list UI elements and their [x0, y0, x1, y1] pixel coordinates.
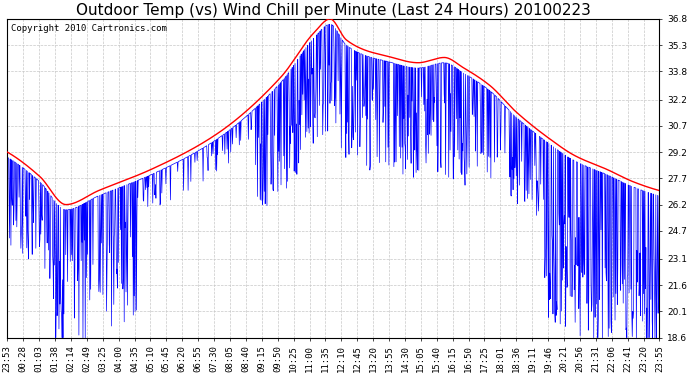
Title: Outdoor Temp (vs) Wind Chill per Minute (Last 24 Hours) 20100223: Outdoor Temp (vs) Wind Chill per Minute …	[76, 3, 591, 18]
Text: Copyright 2010 Cartronics.com: Copyright 2010 Cartronics.com	[10, 24, 166, 33]
